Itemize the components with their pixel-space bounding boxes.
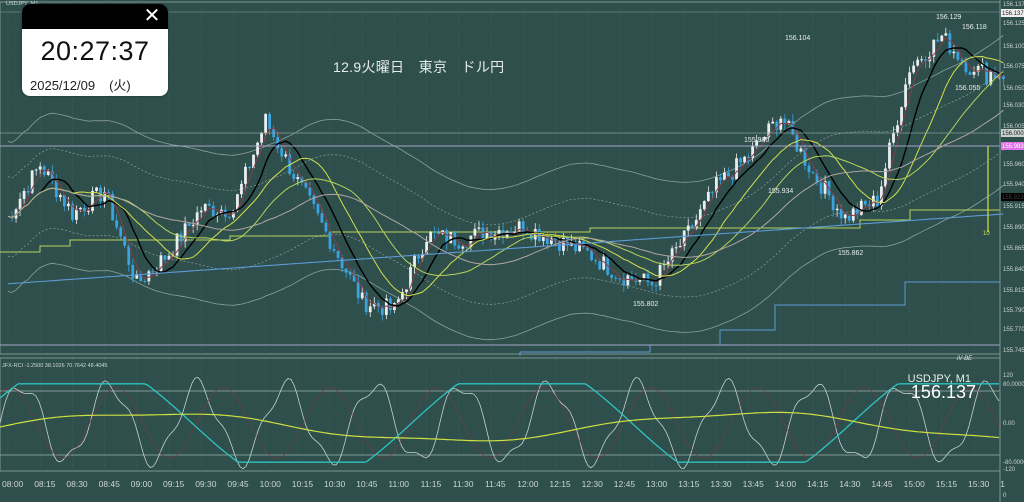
svg-text:15:30: 15:30	[968, 479, 990, 489]
svg-text:10:00: 10:00	[260, 479, 282, 489]
svg-text:15:00: 15:00	[904, 479, 926, 489]
clock-weekday: (火)	[109, 78, 131, 93]
svg-text:13:15: 13:15	[678, 479, 700, 489]
svg-text:155.934: 155.934	[768, 188, 793, 195]
svg-text:08:30: 08:30	[66, 479, 88, 489]
svg-text:09:30: 09:30	[195, 479, 217, 489]
svg-text:12:45: 12:45	[614, 479, 636, 489]
svg-text:120: 120	[1003, 373, 1014, 379]
svg-text:14:15: 14:15	[807, 479, 829, 489]
svg-text:156.104: 156.104	[785, 35, 810, 42]
clock-date: 2025/12/09 (火)	[30, 75, 168, 94]
svg-text:156.030: 156.030	[1003, 103, 1024, 109]
svg-text:156.000: 156.000	[1002, 131, 1024, 137]
svg-text:09:15: 09:15	[163, 479, 185, 489]
svg-text:156.129: 156.129	[936, 14, 961, 21]
clock-time: 20:27:37	[40, 36, 150, 66]
svg-text:155.840: 155.840	[1003, 267, 1024, 273]
svg-text:155.915: 155.915	[1003, 204, 1024, 210]
svg-text:10:30: 10:30	[324, 479, 346, 489]
svg-text:15:15: 15:15	[936, 479, 958, 489]
moving-averages	[7, 36, 1004, 309]
svg-text:155.983: 155.983	[1002, 144, 1024, 150]
svg-text:14:00: 14:00	[775, 479, 797, 489]
svg-text:13:30: 13:30	[710, 479, 732, 489]
svg-text:155.986: 155.986	[744, 137, 769, 144]
svg-text:156.137: 156.137	[1002, 11, 1024, 17]
svg-text:155.815: 155.815	[1003, 288, 1024, 294]
svg-text:155.923: 155.923	[1002, 195, 1024, 201]
svg-text:09:00: 09:00	[131, 479, 153, 489]
candles	[10, 27, 1005, 321]
close-icon[interactable]: ✕	[143, 5, 161, 27]
corner-tag: iV-BE	[957, 356, 973, 362]
clock-titlebar: ✕	[22, 4, 168, 29]
svg-text:12:15: 12:15	[549, 479, 571, 489]
svg-text:11:30: 11:30	[453, 479, 474, 489]
svg-text:13:00: 13:00	[646, 479, 668, 489]
svg-text:156.075: 156.075	[1003, 64, 1024, 70]
svg-text:-120: -120	[1003, 467, 1016, 473]
svg-text:156.137: 156.137	[1003, 2, 1024, 8]
symbol-timeframe-label: USDJPY, M1	[907, 373, 971, 385]
svg-text:155.865: 155.865	[1003, 246, 1024, 252]
svg-text:156.005: 156.005	[1003, 124, 1024, 130]
svg-text:10:15: 10:15	[292, 479, 314, 489]
svg-text:-80.0000: -80.0000	[1003, 460, 1024, 466]
svg-text:156.118: 156.118	[962, 24, 987, 31]
svg-text:155.960: 155.960	[1003, 162, 1024, 168]
svg-text:155.862: 155.862	[838, 250, 863, 257]
svg-text:155.745: 155.745	[1003, 348, 1024, 354]
svg-text:10:45: 10:45	[356, 479, 378, 489]
svg-text:11:15: 11:15	[421, 479, 442, 489]
clock-widget: ✕ 20:27:37 2025/12/09 (火)	[22, 4, 168, 96]
svg-text:155.890: 155.890	[1003, 225, 1024, 231]
svg-text:14:30: 14:30	[839, 479, 861, 489]
svg-text:155.940: 155.940	[1003, 182, 1024, 188]
svg-text:10: 10	[983, 231, 990, 237]
svg-text:156.125: 156.125	[1003, 21, 1024, 27]
bollinger-bands	[7, 34, 1004, 341]
svg-text:09:45: 09:45	[227, 479, 249, 489]
svg-text:08:00: 08:00	[2, 479, 24, 489]
svg-text:13:45: 13:45	[743, 479, 765, 489]
svg-text:08:15: 08:15	[34, 479, 56, 489]
horizontal-lines	[0, 132, 1000, 346]
chart-title: 12.9火曜日 東京 ドル円	[333, 59, 505, 75]
svg-text:12:00: 12:00	[517, 479, 539, 489]
svg-text:156.055: 156.055	[955, 85, 980, 92]
svg-text:12:30: 12:30	[582, 479, 604, 489]
svg-text:155.790: 155.790	[1003, 308, 1024, 314]
svg-text:156.100: 156.100	[1003, 44, 1024, 50]
svg-text:11:00: 11:00	[388, 479, 409, 489]
rci-indicator	[0, 376, 1000, 470]
svg-text:14:45: 14:45	[871, 479, 893, 489]
svg-text:08:45: 08:45	[99, 479, 121, 489]
current-price: 156.137	[910, 382, 976, 402]
peak-labels: 155.986 155.934 156.104 155.862 155.802 156.1…	[633, 14, 987, 308]
svg-text:155.802: 155.802	[633, 301, 658, 308]
svg-text:155.770: 155.770	[1003, 327, 1024, 333]
clock-date-value: 2025/12/09	[30, 78, 96, 93]
svg-text:80.0000: 80.0000	[1003, 382, 1024, 388]
svg-text:0: 0	[1003, 493, 1007, 499]
rci-title: JFX-RCI -1.2500 38.1026 70.7642 48.4045	[2, 363, 108, 369]
svg-text:11:45: 11:45	[485, 479, 506, 489]
svg-text:0.00: 0.00	[1003, 421, 1015, 427]
svg-text:156.050: 156.050	[1003, 86, 1024, 92]
svg-text:1: 1	[1000, 479, 1005, 489]
